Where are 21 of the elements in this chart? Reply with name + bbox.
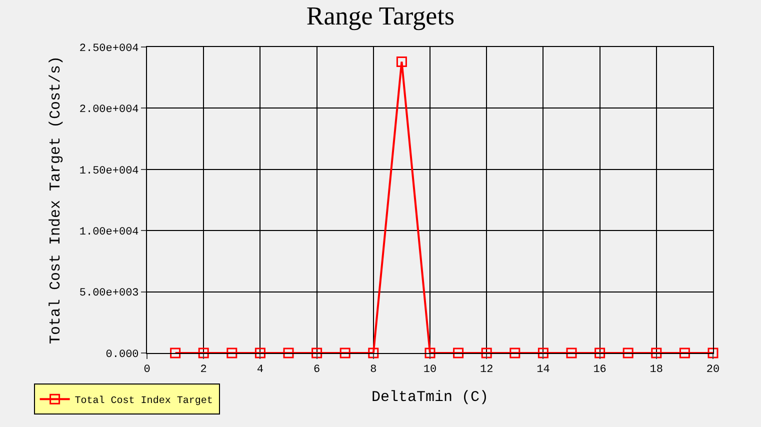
x-tick-label: 8 (370, 364, 377, 376)
x-tick-label: 16 (593, 364, 606, 376)
x-tick-label: 6 (313, 364, 320, 376)
x-tick-label: 2 (200, 364, 207, 376)
legend-label: Total Cost Index Target (74, 395, 213, 407)
x-tick-label: 18 (650, 364, 663, 376)
x-tick-label: 12 (480, 364, 494, 376)
y-tick-label: 5.00e+003 (79, 288, 139, 300)
y-tick-label: 1.00e+004 (79, 226, 140, 238)
chart-title: Range Targets (306, 2, 455, 31)
y-tick-label: 0.000 (106, 348, 139, 361)
x-tick-label: 20 (706, 364, 720, 376)
x-axis-title: DeltaTmin (C) (371, 389, 489, 406)
x-tick-label: 0 (144, 364, 150, 376)
x-tick-label: 10 (423, 364, 437, 376)
y-axis-title: Total Cost Index Target (Cost/s) (48, 56, 65, 344)
y-tick-label: 2.00e+004 (79, 104, 140, 116)
y-tick-label: 2.50e+004 (79, 42, 140, 55)
x-tick-label: 14 (536, 364, 550, 376)
y-tick-label: 1.50e+004 (79, 165, 140, 178)
x-tick-label: 4 (256, 364, 264, 376)
